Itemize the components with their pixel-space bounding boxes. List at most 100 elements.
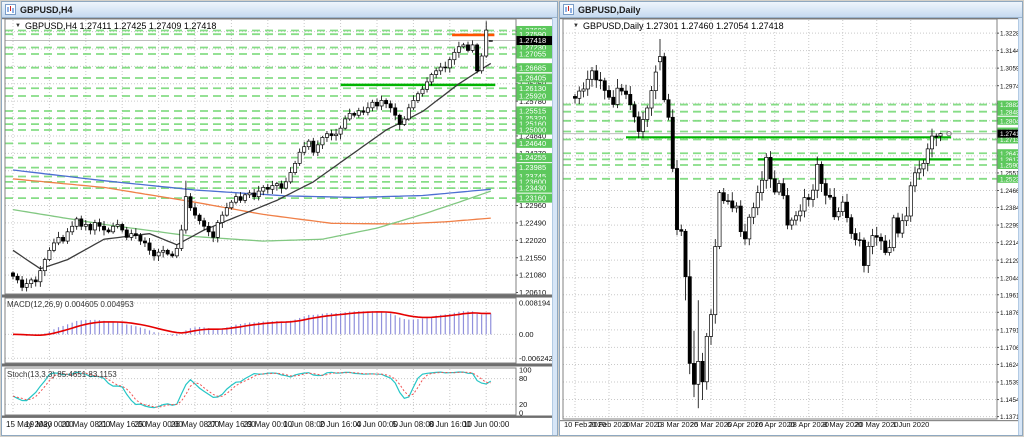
svg-text:1.25230: 1.25230	[1000, 176, 1022, 183]
time-axis-label: 4 Jun 00:00	[356, 420, 398, 429]
svg-text:1.26130: 1.26130	[519, 84, 546, 93]
window-scroll-edge[interactable]	[552, 18, 557, 435]
chart-window-daily: GBPUSD,Daily 1.32285 1.31440 1.30590 1.2974…	[559, 1, 1023, 436]
svg-text:1.28040: 1.28040	[1000, 118, 1022, 125]
price-axis-label: 1.18765	[1000, 310, 1022, 317]
level-price-tag	[997, 100, 1021, 109]
time-axis-label: 27 May 16:00	[207, 420, 256, 429]
window-title: GBPUSD,H4	[20, 4, 73, 15]
window-title-bar[interactable]: GBPUSD,Daily	[560, 2, 1022, 18]
svg-text:1.23985: 1.23985	[519, 163, 546, 172]
level-price-tag	[516, 193, 554, 203]
level-price-tag	[997, 135, 1021, 144]
svg-text:1.23745: 1.23745	[519, 172, 546, 181]
svg-text:1.23600: 1.23600	[519, 177, 546, 186]
price-axis-label: 1.15390	[1000, 380, 1022, 387]
price-axis-label: 1.32285	[1000, 31, 1022, 38]
current-price-tag	[516, 36, 554, 46]
time-axis-label: 15 May 2020	[6, 420, 53, 429]
price-axis-label: 1.22490	[519, 219, 546, 228]
content-top-border	[2, 18, 557, 20]
chart-window-icon	[563, 4, 574, 15]
candlesticks	[11, 21, 493, 292]
svg-text:1.25000: 1.25000	[519, 126, 546, 135]
stoch-scale-label: 20	[519, 400, 527, 409]
price-axis-label: 1.13715	[1000, 414, 1022, 421]
price-axis-label: 1.23840	[1000, 205, 1022, 212]
level-price-tag	[516, 125, 554, 135]
level-price-tag	[997, 149, 1021, 158]
price-axis-label: 1.22960	[519, 201, 546, 210]
svg-text:1.24640: 1.24640	[519, 139, 546, 148]
time-axis-label: 26 May 08:00	[171, 420, 220, 429]
price-axis-label: 1.21080	[519, 271, 546, 280]
svg-text:1.27230: 1.27230	[519, 43, 546, 52]
time-axis-label: 5 Jun 08:00	[392, 420, 434, 429]
price-chart-h4[interactable]: 1.20610 1.21080 1.21550 1.22020 1.22490 1.229…	[2, 18, 557, 435]
content-top-border	[560, 18, 1022, 20]
svg-text:1.25900: 1.25900	[1000, 163, 1022, 170]
level-price-tag	[997, 116, 1021, 125]
chart-window-h4: GBPUSD,H4 1.20610 1.21080 1.21550 1.22020 1.…	[1, 1, 558, 436]
svg-text:1.24255: 1.24255	[519, 153, 546, 162]
time-axis-label: 21 May 16:00	[98, 420, 147, 429]
level-price-tag	[516, 73, 554, 83]
macd-scale-label: 0.00	[519, 330, 534, 339]
stoch-d-line	[12, 371, 491, 408]
time-axis-label: 20 Feb 2020	[588, 420, 630, 429]
price-chart-daily[interactable]: 1.322851.314401.305901.297401.288901.280…	[560, 18, 1022, 435]
svg-text:1.25160: 1.25160	[519, 120, 546, 129]
time-axis-label: 10 Feb 2020	[564, 420, 606, 429]
price-axis-label: 1.21290	[1000, 258, 1022, 265]
svg-text:1.23430: 1.23430	[519, 184, 546, 193]
price-axis-label: 1.22140	[1000, 240, 1022, 247]
time-axis-label: 1 Jun 08:00	[283, 420, 325, 429]
chart-dropdown-icon[interactable]: ▼	[15, 23, 21, 29]
time-axis-label: 8 Jun 16:00	[429, 420, 471, 429]
svg-text:1.26170: 1.26170	[1000, 157, 1022, 164]
chart-ohlc-info: ▼ GBPUSD,H4 1.27411 1.27425 1.27409 1.27…	[15, 21, 216, 31]
pane-splitter[interactable]	[2, 294, 557, 298]
level-price-tag	[516, 49, 554, 59]
level-price-tag	[997, 174, 1021, 183]
macd-indicator-label: MACD(12,26,9) 0.004605 0.004953	[7, 300, 134, 309]
macd-signal-line	[12, 311, 491, 336]
level-price-tag	[516, 83, 554, 93]
svg-text:1.25515: 1.25515	[519, 107, 546, 116]
time-axis-label: 20 May 2020	[855, 420, 898, 429]
window-scroll-edge[interactable]	[1018, 18, 1022, 435]
pane-splitter	[560, 420, 1022, 422]
level-price-tag	[997, 155, 1021, 164]
time-axis-label: 16 Apr 2020	[755, 420, 795, 429]
level-price-tag	[516, 171, 554, 181]
pane-splitter[interactable]	[2, 363, 557, 367]
pane-border	[4, 18, 517, 295]
stoch-scale-label: 0	[519, 409, 523, 418]
ma-line-orange-mid	[12, 178, 491, 225]
price-axis-label: 1.17915	[1000, 327, 1022, 334]
level-price-tag	[516, 119, 554, 129]
price-axis-label: 1.24665	[1000, 188, 1022, 195]
ohlc-text: GBPUSD,Daily 1.27301 1.27460 1.27054 1.2…	[582, 21, 784, 31]
time-axis-label: 6 Apr 2020	[727, 420, 763, 429]
pane-splitter[interactable]	[2, 415, 557, 418]
time-axis-label: 29 May 00:00	[244, 420, 293, 429]
price-axis-label: 1.20610	[519, 288, 546, 297]
macd-scale-label: -0.006242	[519, 354, 553, 363]
price-axis-label: 1.22990	[1000, 223, 1022, 230]
svg-text:1.27135: 1.27135	[1000, 137, 1022, 144]
time-axis-label: 20 May 08:00	[62, 420, 111, 429]
stoch-k-line	[12, 371, 492, 409]
level-price-tag	[997, 107, 1021, 116]
level-price-tag	[516, 42, 554, 52]
svg-text:1.25920: 1.25920	[519, 92, 546, 101]
level-price-tag	[516, 106, 554, 116]
level-price-tag	[516, 163, 554, 173]
level-price-tag	[516, 153, 554, 163]
level-price-tag	[516, 177, 554, 187]
svg-text:1.26470: 1.26470	[1000, 151, 1022, 158]
chart-dropdown-icon[interactable]: ▼	[573, 23, 579, 29]
time-axis-label: 13 Mar 2020	[656, 420, 698, 429]
window-title-bar[interactable]: GBPUSD,H4	[2, 2, 557, 18]
